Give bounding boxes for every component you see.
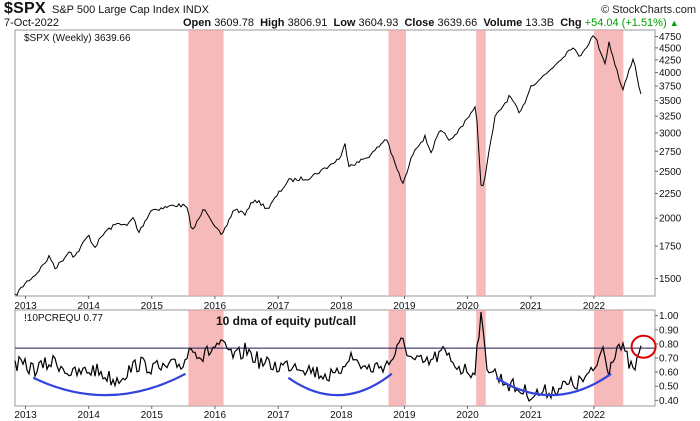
putcall-x-tick-label: 2013 [14, 410, 37, 421]
price-y-tick-label: 2500 [659, 167, 682, 178]
open-label: Open [183, 17, 212, 29]
price-x-tick-label: 2015 [141, 301, 164, 312]
low-label: Low [333, 17, 356, 29]
chart-date: 7-Oct-2022 [4, 17, 60, 29]
index-name-text: S&P 500 Large Cap Index [52, 4, 180, 16]
trend-arc [32, 372, 187, 397]
putcall-x-tick-label: 2017 [267, 410, 290, 421]
open-value: 3609.78 [214, 17, 254, 29]
price-y-tick-label: 2000 [659, 214, 682, 225]
shaded-period-upper [388, 30, 406, 296]
putcall-panel: 0.40 0.50 0.60 0.70 0.80 0.90 1.00 2013 2014 201… [14, 309, 679, 421]
putcall-legend-label: !10PCREQU 0.77 [24, 313, 103, 324]
price-y-tick-label: 4750 [659, 32, 682, 43]
price-series-line [14, 34, 642, 296]
putcall-series-line [14, 312, 642, 402]
putcall-y-tick-label: 1.00 [659, 311, 679, 322]
price-y-tick-label: 2750 [659, 147, 682, 158]
chg-label: Chg [560, 17, 582, 29]
putcall-annotation: 10 dma of equity put/call [216, 314, 356, 328]
putcall-x-tick-label: 2016 [204, 410, 227, 421]
putcall-x-tick-label: 2022 [583, 410, 606, 421]
putcall-y-tick-label: 0.40 [659, 396, 679, 407]
price-y-tick-label: 3750 [659, 82, 682, 93]
price-y-tick-label: 3500 [659, 96, 682, 107]
price-x-tick-label: 2014 [78, 301, 101, 312]
price-y-tick-label: 4000 [659, 68, 682, 79]
price-x-tick-label: 2018 [330, 301, 353, 312]
quote-bar: Open 3609.78 High 3806.91 Low 3604.93 Cl… [183, 17, 679, 29]
putcall-x-tick-label: 2020 [456, 410, 479, 421]
price-panel: 1500 1750 2000 2250 2500 2750 3000 3250 3500 3750… [14, 29, 682, 312]
putcall-y-tick-label: 0.70 [659, 354, 679, 365]
volume-value: 13.3B [525, 17, 555, 29]
shaded-period-lower [476, 310, 486, 406]
close-label: Close [404, 17, 435, 29]
putcall-y-tick-label: 0.50 [659, 382, 679, 393]
shaded-period-upper [593, 30, 624, 296]
low-value: 3604.93 [358, 17, 399, 29]
putcall-x-tick-label: 2021 [520, 410, 543, 421]
price-y-tick-label: 3250 [659, 112, 682, 123]
price-x-tick-label: 2017 [267, 301, 290, 312]
volume-label: Volume [483, 17, 523, 29]
price-x-tick-label: 2016 [204, 301, 227, 312]
shaded-period-upper [188, 30, 224, 296]
price-y-tick-label: 2250 [659, 189, 682, 200]
chg-value: +54.04 (+1.51%) [584, 17, 667, 29]
putcall-y-tick-label: 0.60 [659, 368, 679, 379]
putcall-x-tick-label: 2018 [330, 410, 353, 421]
putcall-x-tick-label: 2019 [393, 410, 416, 421]
high-value: 3806.91 [287, 17, 328, 29]
highlight-circle [630, 334, 657, 359]
high-label: High [260, 17, 285, 29]
shaded-period-lower [388, 310, 406, 406]
trend-arc [495, 372, 612, 397]
price-x-tick-label: 2021 [520, 301, 543, 312]
price-y-tick-label: 1750 [659, 242, 682, 253]
putcall-y-tick-label: 0.80 [659, 339, 679, 350]
up-arrow-icon: ▲ [669, 18, 679, 28]
putcall-x-tick-label: 2014 [78, 410, 101, 421]
index-name: S&P 500 Large Cap Index INDX [52, 4, 209, 16]
exchange-code: INDX [182, 4, 209, 16]
putcall-y-tick-label: 0.90 [659, 325, 679, 336]
price-y-tick-label: 3000 [659, 128, 682, 139]
price-x-tick-label: 2020 [456, 301, 479, 312]
price-legend-label: $SPX (Weekly) 3639.66 [24, 33, 131, 44]
price-y-tick-label: 4500 [659, 43, 682, 54]
price-x-tick-label: 2019 [393, 301, 416, 312]
close-value: 3639.66 [437, 17, 478, 29]
symbol-title: $SPX [4, 0, 46, 17]
shaded-period-lower [188, 310, 224, 406]
shaded-period-upper [476, 30, 486, 296]
price-panel-frame [14, 29, 656, 297]
watermark: © StockCharts.com [601, 4, 696, 16]
trend-arc [287, 372, 393, 397]
price-x-tick-label: 2022 [583, 301, 606, 312]
putcall-x-tick-label: 2015 [141, 410, 164, 421]
price-x-tick-label: 2013 [14, 301, 37, 312]
price-y-tick-label: 1500 [659, 274, 682, 285]
price-y-tick-label: 4250 [659, 55, 682, 66]
